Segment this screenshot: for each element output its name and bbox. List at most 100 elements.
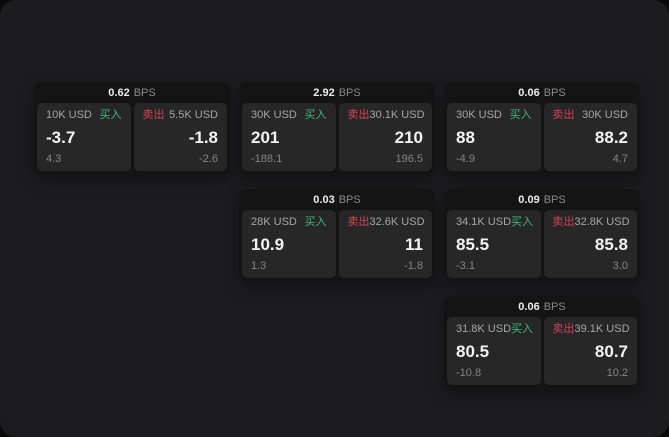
sell-delta: 3.0 <box>612 260 628 272</box>
card-header: 0.03 BPS <box>242 189 432 210</box>
sell-panel-top: 卖出 5.5K USD <box>143 110 219 121</box>
buy-panel[interactable]: 30K USD 买入 201 -188.1 <box>242 103 336 171</box>
bps-unit-label: BPS <box>543 300 566 313</box>
buy-panel[interactable]: 34.1K USD 买入 85.5 -3.1 <box>447 210 541 278</box>
quote-panels: 30K USD 买入 201 -188.1 卖出 30.1K USD 210 1… <box>242 103 432 171</box>
sell-price: -1.8 <box>188 128 218 147</box>
sell-delta: -1.8 <box>404 260 423 272</box>
buy-delta: 1.3 <box>251 260 267 272</box>
buy-delta: -3.1 <box>456 260 475 272</box>
sell-panel-top: 卖出 32.6K USD <box>347 216 425 228</box>
quote-card: 0.06 BPS 30K USD 买入 88 -4.9 卖出 30K USD 8… <box>444 82 640 174</box>
buy-panel-top: 10K USD 买入 <box>46 110 122 121</box>
card-header: 0.09 BPS <box>447 189 637 210</box>
buy-amount: 30K USD <box>251 109 297 121</box>
sell-amount: 5.5K USD <box>169 109 218 121</box>
quote-card: 0.03 BPS 28K USD 买入 10.9 1.3 卖出 32.6K US… <box>239 189 435 281</box>
quote-card: 0.09 BPS 34.1K USD 买入 85.5 -3.1 卖出 32.8K… <box>444 189 640 281</box>
bps-unit-label: BPS <box>133 86 156 99</box>
sell-delta: 196.5 <box>395 153 423 165</box>
sell-price: 80.7 <box>594 342 628 361</box>
quote-panels: 10K USD 买入 -3.7 4.3 卖出 5.5K USD -1.8 -2.… <box>37 103 227 171</box>
buy-delta: -4.9 <box>456 153 475 165</box>
buy-panel[interactable]: 10K USD 买入 -3.7 4.3 <box>37 103 131 171</box>
sell-price: 210 <box>394 128 423 147</box>
sell-panel-top: 卖出 39.1K USD <box>552 323 630 335</box>
buy-delta: 4.3 <box>46 153 62 165</box>
buy-side-label: 买入 <box>304 109 327 121</box>
bps-value: 0.06 <box>518 86 540 99</box>
bps-value: 0.06 <box>518 300 540 313</box>
buy-side-label: 买入 <box>511 216 534 228</box>
sell-panel[interactable]: 卖出 30.1K USD 210 196.5 <box>338 103 432 171</box>
quote-card: 0.62 BPS 10K USD 买入 -3.7 4.3 卖出 5.5K USD… <box>34 82 230 174</box>
buy-delta: -10.8 <box>456 367 482 379</box>
sell-panel[interactable]: 卖出 5.5K USD -1.8 -2.6 <box>133 103 227 171</box>
sell-amount: 32.6K USD <box>369 216 425 228</box>
buy-panel[interactable]: 28K USD 买入 10.9 1.3 <box>242 210 336 278</box>
buy-amount: 31.8K USD <box>456 323 512 335</box>
buy-amount: 34.1K USD <box>456 216 512 228</box>
buy-side-label: 买入 <box>509 109 532 121</box>
sell-panel[interactable]: 卖出 32.8K USD 85.8 3.0 <box>543 210 637 278</box>
buy-price: 80.5 <box>456 342 490 361</box>
sell-panel-top: 卖出 32.8K USD <box>553 216 630 228</box>
buy-price: 201 <box>251 128 280 147</box>
buy-price: 88 <box>456 128 475 147</box>
sell-panel-top: 卖出 30.1K USD <box>347 109 425 121</box>
buy-panel[interactable]: 31.8K USD 买入 80.5 -10.8 <box>447 317 541 385</box>
buy-price: 10.9 <box>251 235 285 254</box>
buy-price: 85.5 <box>456 235 490 254</box>
sell-side-label: 卖出 <box>552 323 575 335</box>
bps-value: 2.92 <box>313 86 335 99</box>
quote-card: 2.92 BPS 30K USD 买入 201 -188.1 卖出 30.1K … <box>239 82 435 174</box>
sell-panel[interactable]: 卖出 30K USD 88.2 4.7 <box>543 103 637 171</box>
buy-delta: -188.1 <box>251 153 283 165</box>
bps-unit-label: BPS <box>543 86 566 99</box>
buy-amount: 10K USD <box>46 109 92 121</box>
bps-value: 0.09 <box>518 193 540 206</box>
sell-side-label: 卖出 <box>552 109 575 121</box>
sell-amount: 32.8K USD <box>574 216 630 228</box>
quote-panels: 31.8K USD 买入 80.5 -10.8 卖出 39.1K USD 80.… <box>447 317 637 385</box>
bps-unit-label: BPS <box>543 193 566 206</box>
sell-panel[interactable]: 卖出 32.6K USD 11 -1.8 <box>338 210 432 278</box>
bps-unit-label: BPS <box>338 193 361 206</box>
buy-panel-top: 34.1K USD 买入 <box>456 216 534 228</box>
quote-panels: 28K USD 买入 10.9 1.3 卖出 32.6K USD 11 -1.8 <box>242 210 432 278</box>
card-header: 0.06 BPS <box>447 296 637 317</box>
buy-side-label: 买入 <box>99 109 122 121</box>
sell-price: 88.2 <box>594 128 628 147</box>
card-header: 2.92 BPS <box>242 82 432 103</box>
buy-panel[interactable]: 30K USD 买入 88 -4.9 <box>447 103 541 171</box>
buy-panel-top: 28K USD 买入 <box>251 217 327 228</box>
buy-amount: 30K USD <box>456 109 502 121</box>
buy-side-label: 买入 <box>304 216 327 228</box>
bps-value: 0.62 <box>108 86 130 99</box>
quotes-grid: 0.62 BPS 10K USD 买入 -3.7 4.3 卖出 5.5K USD… <box>34 82 640 388</box>
sell-panel-top: 卖出 30K USD <box>553 110 629 121</box>
sell-side-label: 卖出 <box>142 109 165 121</box>
sell-amount: 30.1K USD <box>369 109 425 121</box>
sell-price: 11 <box>405 235 423 254</box>
sell-delta: -2.6 <box>199 153 218 165</box>
buy-price: -3.7 <box>46 128 76 147</box>
buy-amount: 28K USD <box>251 216 297 228</box>
buy-panel-top: 30K USD 买入 <box>251 110 327 121</box>
sell-side-label: 卖出 <box>347 216 370 228</box>
card-header: 0.62 BPS <box>37 82 227 103</box>
sell-amount: 39.1K USD <box>574 323 630 335</box>
quote-panels: 34.1K USD 买入 85.5 -3.1 卖出 32.8K USD 85.8… <box>447 210 637 278</box>
sell-panel[interactable]: 卖出 39.1K USD 80.7 10.2 <box>543 317 637 385</box>
quote-panels: 30K USD 买入 88 -4.9 卖出 30K USD 88.2 4.7 <box>447 103 637 171</box>
bps-value: 0.03 <box>313 193 335 206</box>
bps-unit-label: BPS <box>338 86 361 99</box>
buy-side-label: 买入 <box>511 323 534 335</box>
sell-side-label: 卖出 <box>347 109 370 121</box>
sell-amount: 30K USD <box>582 109 628 121</box>
sell-delta: 10.2 <box>606 367 628 379</box>
sell-price: 85.8 <box>594 235 628 254</box>
sell-delta: 4.7 <box>612 153 628 165</box>
card-header: 0.06 BPS <box>447 82 637 103</box>
